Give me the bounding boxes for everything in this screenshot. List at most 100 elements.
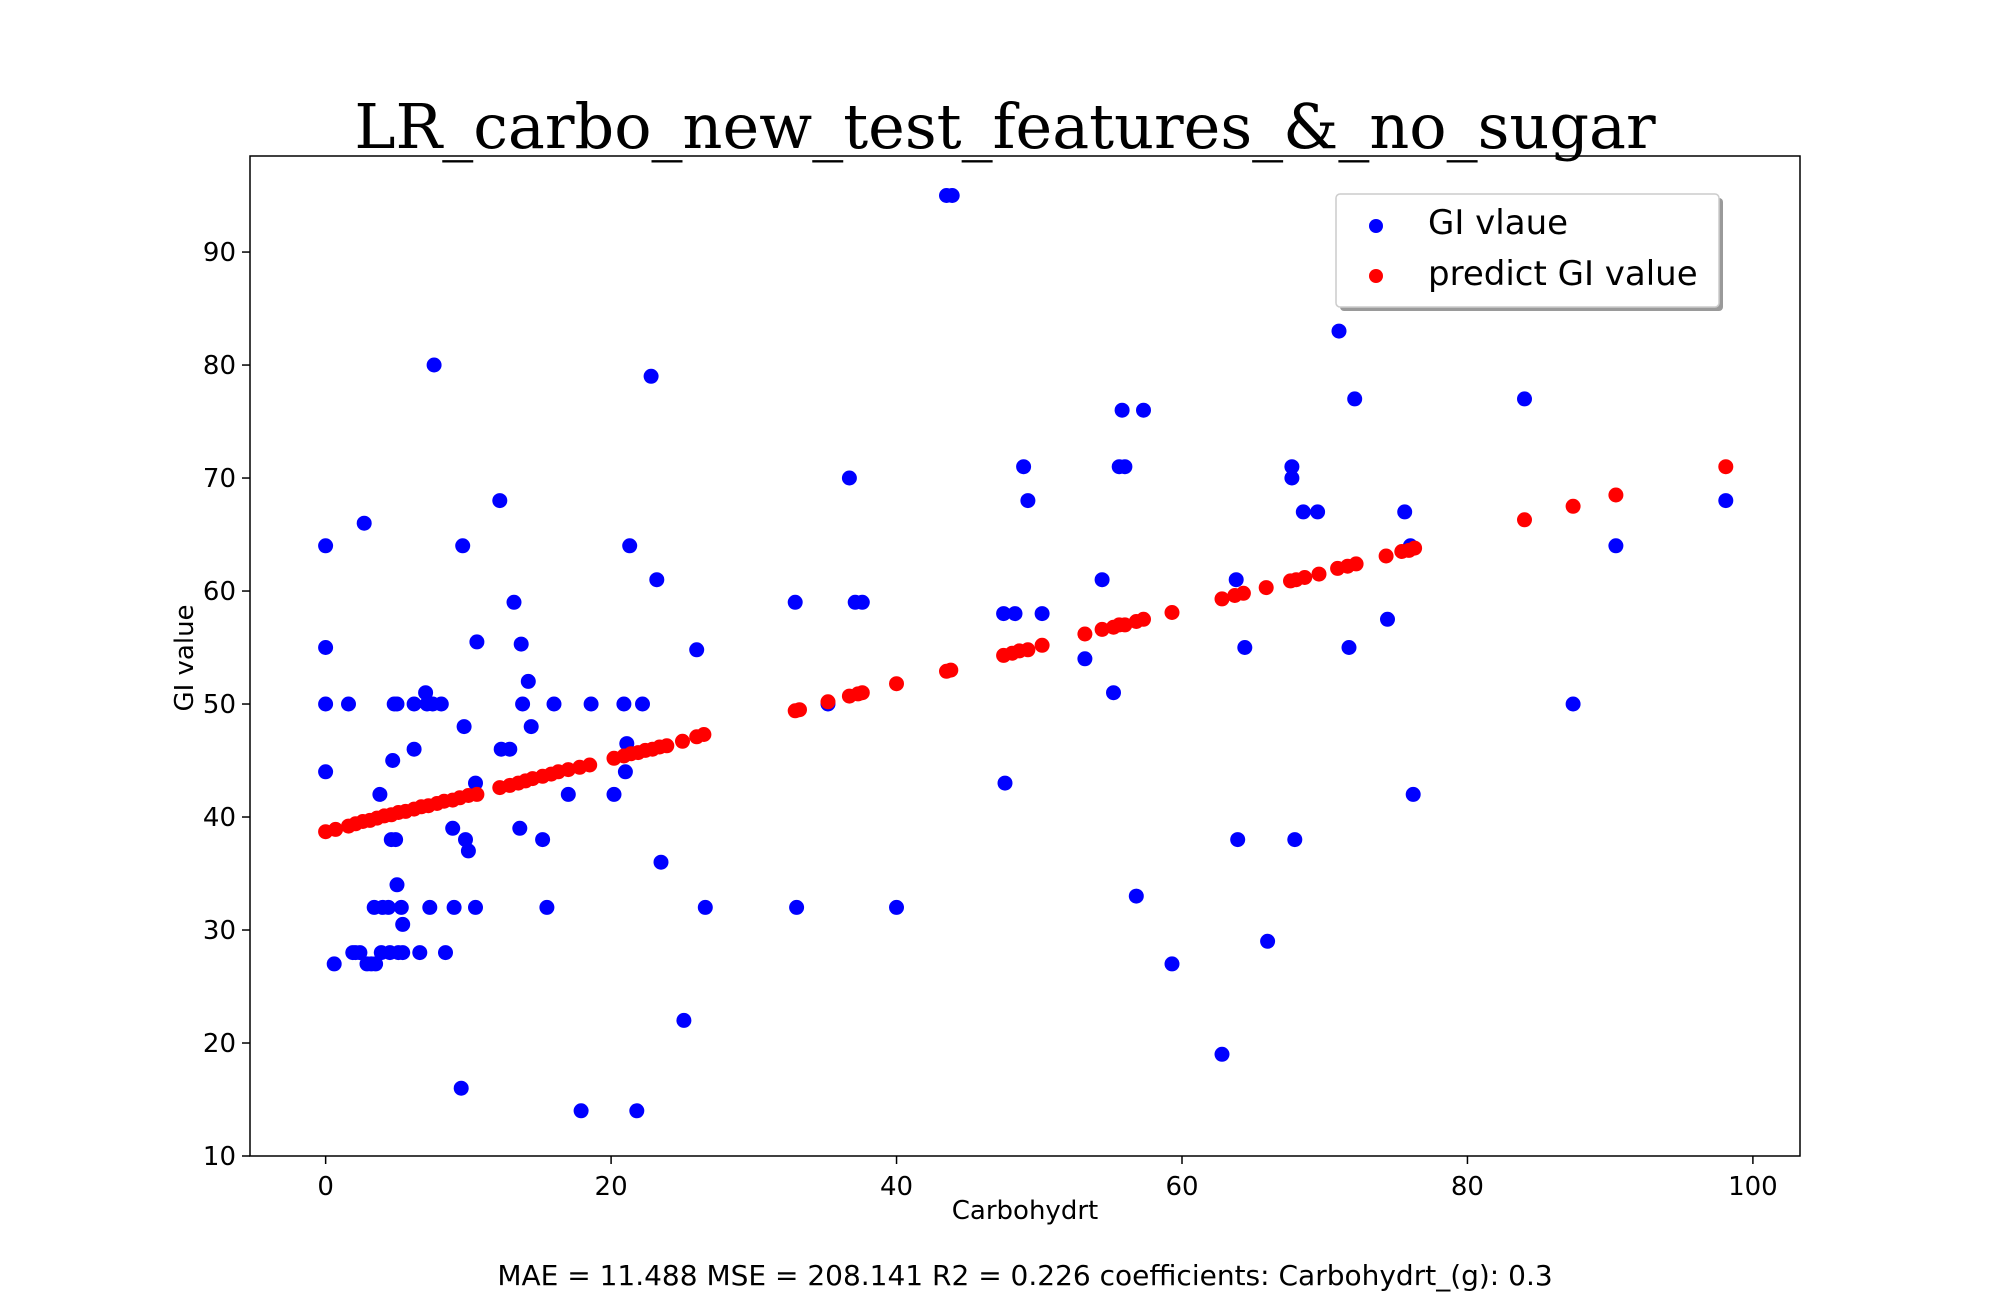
- gi-value-point-74: [676, 1012, 692, 1028]
- gi-value-point-83: [889, 899, 904, 915]
- gi-value-point-48: [468, 899, 483, 915]
- predict-gi-point-66: [1235, 585, 1251, 601]
- gi-value-point-75: [689, 642, 705, 658]
- gi-value-point-4: [326, 956, 342, 972]
- gi-value-point-68: [622, 538, 638, 554]
- gi-value-point-94: [1106, 685, 1121, 701]
- gi-value-point-89: [1016, 459, 1032, 475]
- gi-value-point-60: [546, 696, 562, 712]
- gi-value-point-65: [616, 696, 632, 712]
- gi-value-point-8: [352, 945, 368, 961]
- gi-value-point-70: [635, 696, 650, 712]
- gi-value-point-104: [1237, 640, 1253, 655]
- gi-value-point-98: [1128, 888, 1144, 904]
- gi-value-point-29: [406, 696, 422, 712]
- predict-gi-point-70: [1297, 570, 1313, 585]
- predict-gi-point-63: [1164, 605, 1180, 620]
- gi-value-point-20: [385, 753, 401, 768]
- gi-value-point-34: [422, 899, 438, 915]
- y-tick-label-80: 80: [203, 351, 236, 381]
- metrics-caption: MAE = 11.488 MSE = 208.141 R2 = 0.226 co…: [497, 1259, 1552, 1292]
- gi-value-point-76: [697, 899, 713, 915]
- points-layer: [318, 188, 1734, 1119]
- gi-value-point-42: [453, 1080, 469, 1096]
- gi-value-point-35: [426, 357, 442, 373]
- x-axis-label: Carbohydrt: [952, 1196, 1098, 1226]
- x-axis: 0 20 40 60 80 100: [317, 1156, 1778, 1202]
- gi-value-point-88: [1007, 606, 1023, 622]
- gi-value-point-1: [318, 640, 334, 655]
- gi-value-point-31: [412, 945, 428, 961]
- predict-gi-point-44: [820, 694, 836, 710]
- gi-value-point-99: [1136, 402, 1151, 418]
- y-axis: 10 20 30 40 50 60 70 80 90: [203, 238, 250, 1172]
- gi-value-point-120: [1608, 538, 1624, 554]
- predict-gi-point-56: [1077, 626, 1093, 642]
- plot-frame: [249, 155, 1801, 1157]
- gi-value-point-52: [506, 594, 522, 610]
- gi-value-point-92: [1077, 651, 1093, 667]
- gi-value-point-53: [512, 820, 528, 836]
- predict-gi-point-55: [1034, 637, 1050, 653]
- gi-value-point-0: [318, 538, 334, 554]
- gi-value-point-41: [455, 538, 471, 554]
- gi-value-point-40: [446, 899, 462, 915]
- gi-value-point-111: [1331, 323, 1347, 339]
- gi-value-point-101: [1214, 1046, 1230, 1062]
- gi-value-point-54: [513, 636, 529, 652]
- gi-value-point-115: [1397, 504, 1413, 520]
- gi-value-point-25: [389, 877, 405, 893]
- gi-value-point-14: [372, 786, 388, 802]
- predict-gi-point-43: [792, 702, 807, 718]
- gi-value-point-28: [395, 945, 411, 961]
- predict-gi-point-80: [1565, 498, 1581, 514]
- gi-value-point-32: [418, 685, 434, 701]
- predict-gi-point-75: [1378, 548, 1394, 564]
- y-tick-label-70: 70: [203, 464, 236, 494]
- x-tick-label-80: 80: [1451, 1172, 1484, 1202]
- gi-value-point-64: [606, 786, 622, 802]
- predict-gi-point-82: [1718, 459, 1734, 475]
- predict-gi-point-54: [1020, 642, 1036, 658]
- legend-marker-predict-gi-value: [1369, 269, 1383, 283]
- gi-value-point-58: [535, 832, 551, 848]
- gi-value-point-2: [318, 696, 334, 712]
- predict-gi-point-57: [1094, 621, 1110, 637]
- gi-value-point-96: [1114, 402, 1130, 418]
- gi-value-point-46: [468, 775, 483, 791]
- gi-value-point-93: [1094, 572, 1110, 588]
- gi-value-point-78: [789, 899, 805, 915]
- series-1: [318, 459, 1734, 840]
- predict-gi-point-38: [659, 738, 675, 754]
- gi-value-point-73: [653, 854, 669, 870]
- gi-value-point-109: [1295, 504, 1311, 520]
- predict-gi-point-64: [1214, 591, 1230, 607]
- y-tick-label-20: 20: [203, 1029, 236, 1059]
- predict-gi-point-1: [328, 821, 344, 837]
- gi-value-point-121: [1718, 493, 1734, 509]
- gi-value-point-5: [341, 696, 356, 712]
- y-tick-label-10: 10: [203, 1142, 236, 1172]
- gi-value-point-91: [1034, 606, 1050, 622]
- gi-value-point-107: [1284, 470, 1300, 486]
- gi-value-point-3: [318, 764, 334, 780]
- gi-value-point-17: [380, 899, 396, 915]
- y-axis-label: GI value: [170, 604, 200, 711]
- predict-gi-point-50: [943, 662, 959, 678]
- gi-value-point-43: [456, 719, 472, 735]
- gi-value-point-27: [395, 916, 411, 932]
- gi-value-point-63: [583, 696, 599, 712]
- gi-value-point-110: [1310, 504, 1326, 520]
- gi-value-point-77: [787, 594, 803, 610]
- gi-value-point-51: [502, 741, 518, 757]
- gi-value-point-45: [460, 843, 476, 859]
- gi-value-point-118: [1517, 391, 1532, 407]
- gi-value-point-71: [643, 368, 659, 384]
- gi-value-point-105: [1260, 933, 1276, 949]
- legend-label-predict-gi-value: predict GI value: [1428, 254, 1698, 294]
- y-tick-label-30: 30: [203, 916, 236, 946]
- gi-value-point-38: [438, 945, 453, 961]
- predict-gi-point-19: [469, 786, 485, 802]
- gi-value-point-108: [1287, 832, 1303, 848]
